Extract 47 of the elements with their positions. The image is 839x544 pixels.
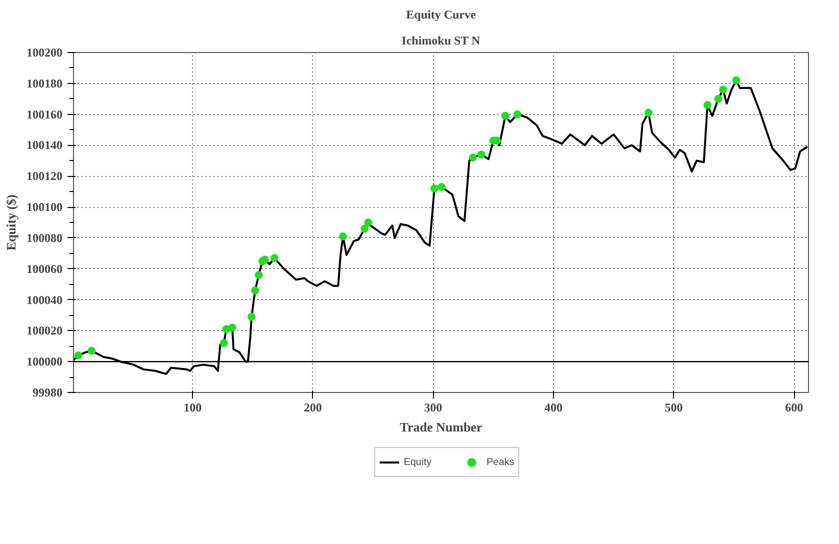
x-tick-label: 100: [184, 400, 202, 414]
point: [364, 218, 372, 226]
point: [468, 154, 477, 162]
y-axis-title: Equity ($): [4, 194, 18, 250]
point: [338, 232, 347, 240]
x-tick-label: 600: [785, 400, 804, 414]
point: [438, 182, 446, 191]
point: [248, 312, 256, 321]
point: [719, 86, 728, 94]
point: [477, 150, 486, 158]
point: [644, 108, 653, 117]
point: [513, 110, 522, 118]
point: [88, 346, 96, 355]
x-axis-title: Trade Number: [400, 420, 482, 434]
chart-subtitle: Ichimoku ST N: [402, 34, 480, 48]
y-tick-label: 99980: [32, 386, 62, 400]
point: [251, 286, 260, 294]
point: [501, 112, 510, 120]
chart-title: Equity Curve: [406, 8, 477, 22]
x-tick-label: 500: [664, 400, 683, 414]
y-tick-label: 100020: [26, 324, 62, 338]
y-tick-label: 100200: [26, 46, 62, 60]
point: [732, 76, 740, 84]
y-tick-label: 100060: [26, 262, 62, 276]
y-tick-label: 100160: [26, 107, 62, 122]
y-tick-label: 100120: [26, 169, 62, 184]
point: [360, 224, 369, 233]
point: [260, 256, 269, 264]
point: [220, 339, 228, 348]
y-tick-label: 100100: [26, 200, 62, 214]
point: [228, 324, 236, 332]
y-tick-label: 100140: [26, 138, 62, 152]
x-tick-label: 200: [304, 400, 322, 414]
point: [254, 271, 263, 280]
y-tick-label: 100180: [26, 76, 62, 90]
point: [270, 254, 278, 262]
legend-label: Peaks: [486, 456, 514, 468]
point: [430, 184, 438, 192]
legend-label: Equity: [404, 456, 432, 468]
point: [703, 101, 712, 110]
y-tick-label: 100040: [26, 292, 62, 307]
x-tick-label: 400: [544, 400, 562, 414]
point: [74, 351, 82, 360]
y-tick-label: 100080: [26, 230, 62, 245]
x-tick-label: 300: [424, 400, 442, 414]
y-tick-label: 100000: [26, 354, 62, 369]
point: [714, 94, 722, 103]
